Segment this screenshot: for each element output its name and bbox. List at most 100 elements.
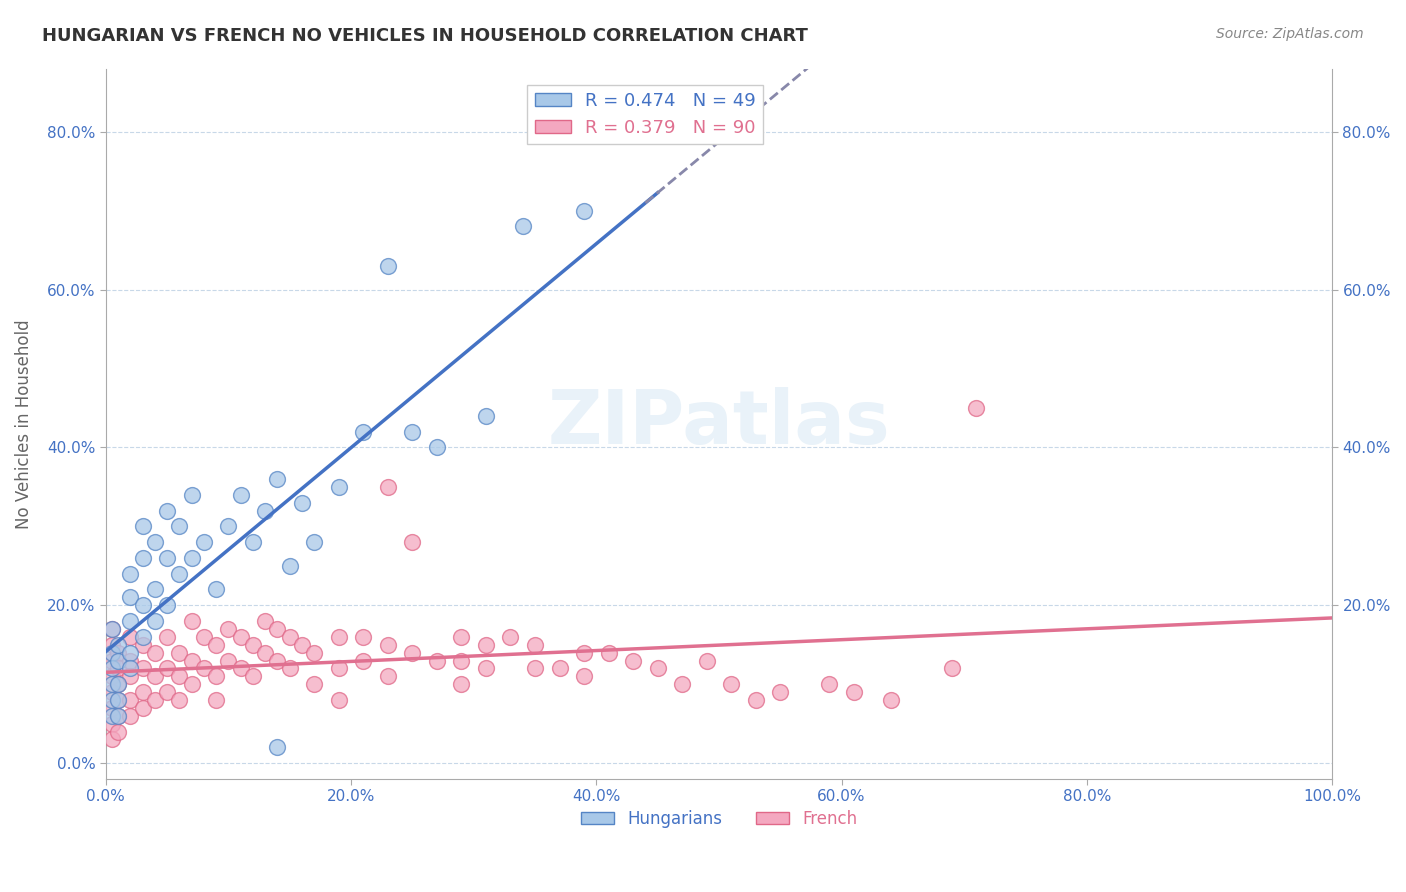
Point [278, 661, 301, 675]
Point [169, 519, 191, 533]
Point [524, 661, 547, 675]
Point [101, 661, 124, 675]
Point [143, 614, 166, 628]
Point [450, 677, 472, 691]
Point [143, 693, 166, 707]
Point [180, 488, 202, 502]
Point [101, 701, 124, 715]
Point [120, 693, 142, 707]
Text: HUNGARIAN VS FRENCH NO VEHICLES IN HOUSEHOLD CORRELATION CHART: HUNGARIAN VS FRENCH NO VEHICLES IN HOUSE… [42, 27, 808, 45]
Point [328, 630, 350, 644]
Point [131, 519, 153, 533]
Point [101, 622, 124, 636]
Point [475, 409, 498, 423]
Point [572, 669, 595, 683]
Point [377, 638, 399, 652]
Point [107, 661, 129, 675]
Point [450, 630, 472, 644]
Point [156, 630, 179, 644]
Point [101, 669, 124, 683]
Point [720, 677, 742, 691]
Point [401, 535, 423, 549]
Point [278, 630, 301, 644]
Point [120, 614, 142, 628]
Point [120, 708, 142, 723]
Point [101, 677, 124, 691]
Point [401, 425, 423, 439]
Point [512, 219, 534, 234]
Point [217, 622, 239, 636]
Point [450, 653, 472, 667]
Point [205, 669, 228, 683]
Point [499, 630, 522, 644]
Y-axis label: No Vehicles in Household: No Vehicles in Household [15, 319, 32, 529]
Point [131, 685, 153, 699]
Point [352, 630, 374, 644]
Point [156, 661, 179, 675]
Point [120, 653, 142, 667]
Point [266, 653, 288, 667]
Point [426, 653, 449, 667]
Point [101, 685, 124, 699]
Text: ZIPatlas: ZIPatlas [547, 387, 890, 460]
Point [266, 740, 288, 755]
Point [818, 677, 841, 691]
Point [426, 441, 449, 455]
Point [101, 622, 124, 636]
Point [377, 259, 399, 273]
Point [621, 653, 644, 667]
Legend: Hungarians, French: Hungarians, French [574, 803, 865, 835]
Point [143, 535, 166, 549]
Point [229, 488, 252, 502]
Point [131, 638, 153, 652]
Point [131, 550, 153, 565]
Point [120, 566, 142, 581]
Point [377, 480, 399, 494]
Point [107, 693, 129, 707]
Point [217, 653, 239, 667]
Point [254, 646, 277, 660]
Point [131, 701, 153, 715]
Point [180, 677, 202, 691]
Point [107, 708, 129, 723]
Point [107, 677, 129, 691]
Point [107, 693, 129, 707]
Point [278, 558, 301, 573]
Point [328, 693, 350, 707]
Point [475, 661, 498, 675]
Point [696, 653, 718, 667]
Point [401, 646, 423, 660]
Point [205, 693, 228, 707]
Point [143, 646, 166, 660]
Point [101, 653, 124, 667]
Point [169, 669, 191, 683]
Point [101, 693, 124, 707]
Point [120, 661, 142, 675]
Point [107, 638, 129, 652]
Point [107, 724, 129, 739]
Point [180, 653, 202, 667]
Point [377, 669, 399, 683]
Point [156, 503, 179, 517]
Point [304, 646, 326, 660]
Point [101, 646, 124, 660]
Point [169, 566, 191, 581]
Point [304, 677, 326, 691]
Point [842, 685, 865, 699]
Point [107, 646, 129, 660]
Point [101, 638, 124, 652]
Point [328, 661, 350, 675]
Point [572, 203, 595, 218]
Point [242, 535, 264, 549]
Point [266, 472, 288, 486]
Point [291, 638, 314, 652]
Point [107, 708, 129, 723]
Point [769, 685, 792, 699]
Point [229, 661, 252, 675]
Point [180, 614, 202, 628]
Point [193, 661, 215, 675]
Point [352, 653, 374, 667]
Point [548, 661, 571, 675]
Point [143, 582, 166, 597]
Point [156, 599, 179, 613]
